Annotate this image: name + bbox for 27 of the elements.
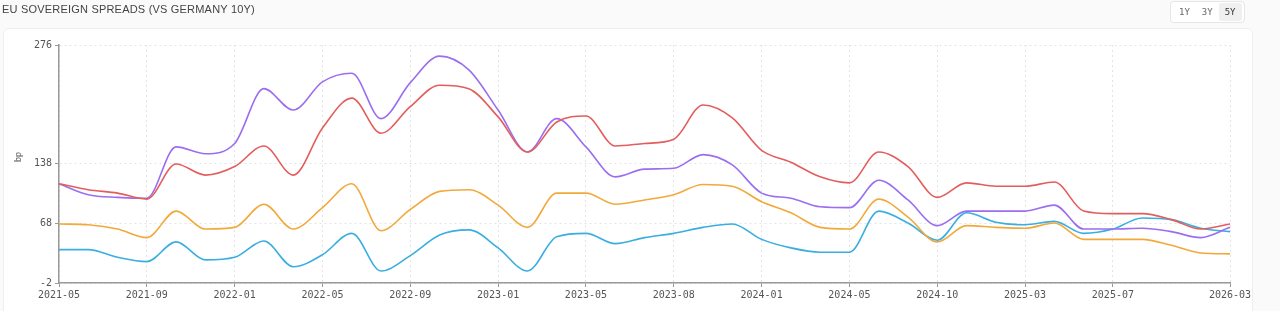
x-tick-label: 2025-03 xyxy=(1004,288,1047,300)
x-tick-label: 2023-08 xyxy=(652,288,695,300)
x-tick-label: 2024-10 xyxy=(916,288,959,300)
y-axis-title: bp xyxy=(13,151,24,163)
line-series xyxy=(58,182,1231,255)
line-series xyxy=(58,55,1231,239)
text: 1Y xyxy=(1178,6,1191,19)
text: 3Y xyxy=(1200,6,1214,19)
text: 5Y xyxy=(1218,3,1242,21)
y-tick-label: 138 xyxy=(33,156,52,168)
x-tick-label: 2024-05 xyxy=(828,288,871,300)
y-tick-label: 68 xyxy=(39,216,52,228)
x-tick-label: 2026-03 xyxy=(1208,288,1252,300)
chart-title: EU SOVEREIGN SPREADS (VS GERMANY 10Y) xyxy=(2,3,255,15)
x-tick-label: 2021-05 xyxy=(37,288,81,300)
x-tick-label: 2023-01 xyxy=(477,288,520,300)
x-tick-label: 2022-01 xyxy=(213,288,256,300)
x-tick-label: 2022-05 xyxy=(301,288,344,300)
y-tick-label: 276 xyxy=(33,38,52,50)
x-tick-label: 2021-09 xyxy=(125,288,168,300)
line-series xyxy=(58,84,1231,230)
y-tick-label: -2 xyxy=(39,276,52,288)
x-tick-label: 2022-09 xyxy=(389,288,432,300)
x-tick-label: 2025-07 xyxy=(1091,288,1134,300)
x-tick-label: 2024-01 xyxy=(740,288,783,300)
line-series xyxy=(58,210,1231,272)
x-tick-label: 2023-05 xyxy=(564,288,608,300)
